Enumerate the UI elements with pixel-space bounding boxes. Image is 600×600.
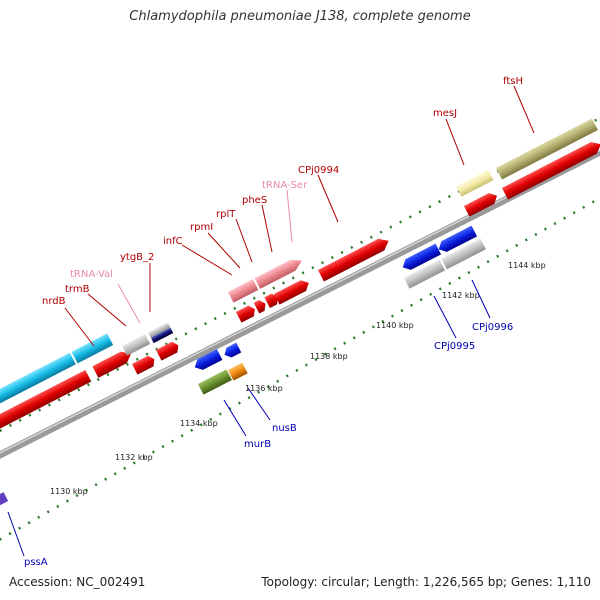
gene-arrow-nrdB[interactable]: [92, 348, 134, 378]
ruler-label: 1136 kbp: [245, 384, 283, 393]
map-title: Chlamydophila pneumoniae J138, complete …: [129, 9, 471, 24]
reverse-features: [0, 225, 486, 506]
gene-arrow-pheS[interactable]: [274, 277, 311, 305]
gene-label-infC[interactable]: infC: [163, 236, 183, 247]
gene-label-ftsH[interactable]: ftsH: [503, 76, 523, 87]
gene-label-tRNA-Ser[interactable]: tRNA-Ser: [262, 180, 308, 191]
gene-block-CPj0996-gray[interactable]: [441, 238, 486, 270]
gene-block-pink-2[interactable]: [254, 259, 296, 289]
ruler-label: 1140 kbp: [376, 321, 414, 330]
gene-label-mesJ[interactable]: mesJ: [433, 108, 457, 119]
gene-block-trmB[interactable]: [122, 334, 151, 356]
ruler-label: 1130 kbp: [50, 487, 88, 496]
genome-backbone: [0, 148, 600, 459]
gene-block-cyan-2[interactable]: [71, 333, 114, 364]
gene-arrow-CPj0995-blue[interactable]: [400, 243, 442, 273]
gene-block-ytgB-top[interactable]: [148, 322, 171, 338]
gene-arrow-nusB-blue[interactable]: [222, 342, 242, 360]
ruler-label: 1144 kbp: [508, 261, 546, 270]
gene-block-CPj0995-gray[interactable]: [404, 259, 446, 289]
gene-label-CPj0994[interactable]: CPj0994: [298, 165, 339, 176]
gene-block-mesJ-yellow[interactable]: [456, 169, 494, 197]
gene-label-ytgB_2[interactable]: ytgB_2: [120, 252, 154, 263]
ruler-label: 1138 kbp: [310, 352, 348, 361]
gene-arrow-ftsH[interactable]: [502, 138, 600, 200]
topology-summary: Topology: circular; Length: 1,226,565 bp…: [261, 575, 591, 589]
gene-block-cyan-1[interactable]: [0, 352, 76, 411]
gene-label-murB[interactable]: murB: [244, 439, 271, 450]
forward-labels: nrdB trmB tRNA-Val ytgB_2 infC rpmI rplT…: [42, 76, 535, 347]
gene-block-left-red[interactable]: [0, 369, 92, 430]
accession-text: Accession: NC_002491: [9, 575, 146, 589]
gene-arrow-ytgB[interactable]: [156, 340, 181, 361]
gene-arrow-rplT[interactable]: [264, 292, 280, 308]
gene-label-rpmI[interactable]: rpmI: [190, 222, 213, 233]
gene-block-nusB-orange[interactable]: [228, 362, 248, 381]
ruler-label: 1132 kbp: [115, 453, 153, 462]
gene-label-nusB[interactable]: nusB: [272, 423, 297, 434]
reverse-labels: pssA murB nusB CPj0995 CPj0996: [7, 279, 513, 568]
gene-label-CPj0996[interactable]: CPj0996: [472, 322, 513, 333]
forward-features: [0, 118, 600, 430]
gene-label-trmB[interactable]: trmB: [65, 284, 90, 295]
gene-arrow-CPj0996-blue[interactable]: [436, 225, 478, 255]
gene-label-pheS[interactable]: pheS: [242, 195, 267, 206]
gene-label-CPj0995[interactable]: CPj0995: [434, 341, 475, 352]
ruler-labels: 1130 kbp 1132 kbp 1134 kbp 1136 kbp 1138…: [50, 261, 546, 496]
gene-arrow-rpmI[interactable]: [253, 298, 268, 314]
gene-block-ytgB-navy[interactable]: [150, 327, 174, 344]
gene-block-murB-green[interactable]: [198, 369, 232, 395]
gene-label-tRNA-Val[interactable]: tRNA-Val: [70, 269, 113, 280]
gene-block-pink-1[interactable]: [228, 279, 259, 303]
gene-block-pssA[interactable]: [0, 492, 9, 506]
gene-label-pssA[interactable]: pssA: [24, 557, 48, 568]
gene-arrow-infC[interactable]: [236, 304, 257, 323]
gene-arrow-murB-blue[interactable]: [192, 349, 223, 373]
gene-arrow-pink[interactable]: [290, 255, 304, 271]
gene-arrow-CPj0994[interactable]: [318, 235, 391, 282]
ruler-label: 1142 kbp: [442, 291, 480, 300]
gene-arrow-mesJ[interactable]: [464, 190, 500, 217]
gene-block-ftsH-olive[interactable]: [496, 118, 598, 180]
gene-arrow-trmB[interactable]: [132, 354, 157, 375]
ruler-label: 1134 kbp: [180, 419, 218, 428]
inner-tick-track: [0, 196, 600, 541]
gene-label-nrdB[interactable]: nrdB: [42, 296, 66, 307]
gene-label-rplT[interactable]: rplT: [216, 209, 236, 220]
